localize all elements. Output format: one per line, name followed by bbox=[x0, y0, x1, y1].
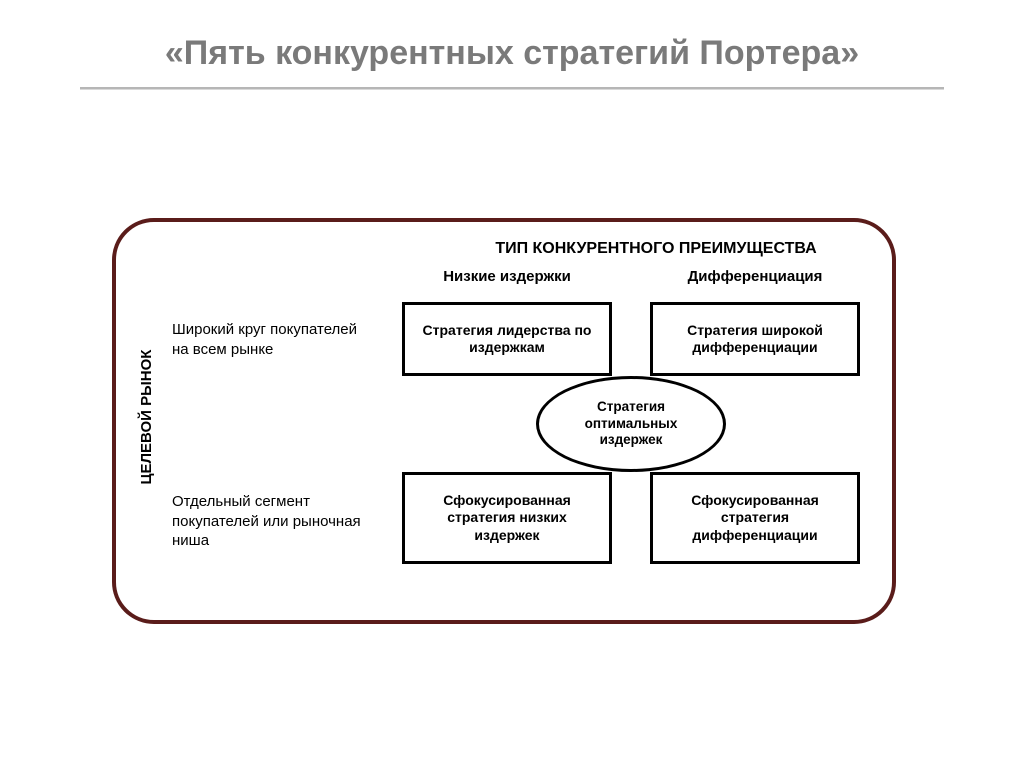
column-header-right: Дифференциация bbox=[650, 268, 860, 285]
page-title: «Пять конкурентных стратегий Портера» bbox=[80, 32, 944, 85]
cell-center: Стратегия оптимальных издержек bbox=[536, 376, 726, 472]
diagram-frame: ТИП КОНКУРЕНТНОГО ПРЕИМУЩЕСТВА Низкие из… bbox=[112, 218, 896, 624]
slide: «Пять конкурентных стратегий Портера» ТИ… bbox=[0, 0, 1024, 768]
title-block: «Пять конкурентных стратегий Портера» bbox=[80, 32, 944, 90]
top-axis-title: ТИП КОНКУРЕНТНОГО ПРЕИМУЩЕСТВА bbox=[446, 240, 866, 258]
cell-top-left: Стратегия лидерства по издержкам bbox=[402, 302, 612, 376]
column-header-left: Низкие издержки bbox=[412, 268, 602, 285]
title-underline bbox=[80, 87, 944, 90]
row-header-bottom: Отдельный сегмент покупателей или рыночн… bbox=[172, 492, 378, 551]
porter-matrix: ТИП КОНКУРЕНТНОГО ПРЕИМУЩЕСТВА Низкие из… bbox=[116, 222, 892, 620]
cell-top-right: Стратегия широкой дифференциации bbox=[650, 302, 860, 376]
cell-bottom-right: Сфокусированная стратегия дифференциации bbox=[650, 472, 860, 564]
row-header-top: Широкий круг покупателей на всем рынке bbox=[172, 320, 372, 359]
left-axis-title: ЦЕЛЕВОЙ РЫНОК bbox=[138, 312, 164, 522]
cell-bottom-left: Сфокусированная стратегия низких издерже… bbox=[402, 472, 612, 564]
